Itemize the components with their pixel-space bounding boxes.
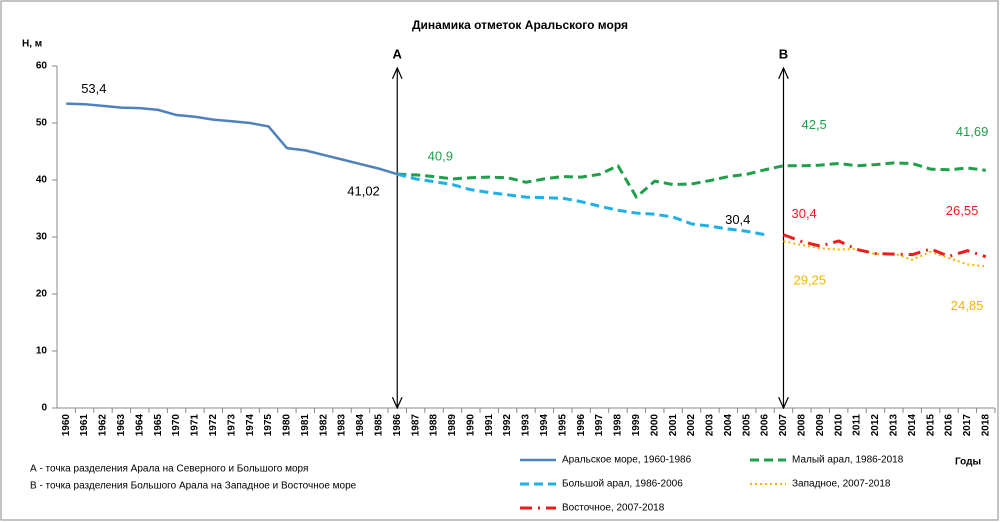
x-axis-label: Годы <box>955 457 981 468</box>
value-label: 40,9 <box>428 148 453 163</box>
x-tick-label: 1974 <box>245 414 256 437</box>
x-tick-label: 2009 <box>815 414 826 437</box>
x-tick-label: 1960 <box>61 414 72 437</box>
legend-label: Западное, 2007-2018 <box>792 479 891 490</box>
x-tick-label: 1997 <box>594 414 605 437</box>
x-tick-label: 1972 <box>208 414 219 437</box>
x-tick-label: 2003 <box>705 414 716 437</box>
x-tick-label: 2016 <box>944 414 955 437</box>
x-tick-label: 2005 <box>741 414 752 437</box>
y-tick-label: 60 <box>36 61 48 72</box>
series-line <box>66 102 398 176</box>
x-tick-label: 2017 <box>962 414 973 437</box>
x-tick-label: 1992 <box>502 414 513 437</box>
x-tick-label: 1975 <box>263 414 274 437</box>
x-tick-label: 1971 <box>190 414 201 437</box>
x-tick-label: 2004 <box>723 414 734 437</box>
x-tick-label: 1988 <box>429 414 440 437</box>
x-tick-label: 2015 <box>925 414 936 437</box>
x-tick-label: 1987 <box>410 414 421 437</box>
y-axis-label: H, м <box>22 39 42 50</box>
value-label: 26,55 <box>946 203 979 218</box>
x-tick-label: 1989 <box>447 414 458 437</box>
x-tick-label: 2008 <box>797 414 808 437</box>
series-line <box>397 161 986 199</box>
y-tick-label: 40 <box>36 175 48 186</box>
value-label: 41,69 <box>956 124 989 139</box>
x-tick-label: 2006 <box>760 414 771 437</box>
x-tick-label: 1963 <box>116 414 127 437</box>
y-tick-label: 50 <box>36 118 48 129</box>
x-tick-label: 1996 <box>576 414 587 437</box>
y-tick-label: 30 <box>36 232 48 243</box>
x-tick-label: 1981 <box>300 414 311 437</box>
x-tick-label: 1982 <box>318 414 329 437</box>
x-tick-label: 2013 <box>888 414 899 437</box>
x-tick-label: 1986 <box>392 414 403 437</box>
divider-label: A <box>393 46 403 61</box>
x-tick-label: 2018 <box>980 414 991 437</box>
x-tick-label: 2000 <box>649 414 660 437</box>
x-tick-label: 1998 <box>613 414 624 437</box>
value-label: 41,02 <box>347 184 380 199</box>
value-label: 30,4 <box>725 212 750 227</box>
x-tick-label: 1983 <box>337 414 348 437</box>
chart-title: Динамика отметок Аральского моря <box>412 18 628 32</box>
x-tick-label: 1970 <box>171 414 182 437</box>
y-tick-label: 20 <box>36 289 48 300</box>
x-tick-label: 1962 <box>98 414 109 437</box>
x-tick-label: 1964 <box>134 414 145 437</box>
value-label: 42,5 <box>801 117 826 132</box>
legend-label: Малый арал, 1986-2018 <box>792 455 904 466</box>
x-tick-label: 2014 <box>907 414 918 437</box>
y-tick-label: 10 <box>36 346 48 357</box>
divider-label: B <box>779 46 788 61</box>
x-tick-label: 2007 <box>778 414 789 437</box>
value-label: 30,4 <box>791 206 816 221</box>
legend-label: Аральское море, 1960-1986 <box>562 455 692 466</box>
x-tick-label: 1990 <box>465 414 476 437</box>
note: А - точка разделения Арала на Северного … <box>30 464 308 475</box>
x-tick-label: 1999 <box>631 414 642 437</box>
x-tick-label: 2001 <box>668 414 679 437</box>
x-tick-label: 1961 <box>79 414 90 437</box>
x-tick-label: 1994 <box>539 414 550 437</box>
legend-label: Восточное, 2007-2018 <box>562 503 665 514</box>
series-line <box>396 172 766 237</box>
y-tick-label: 0 <box>41 403 47 414</box>
x-tick-label: 1984 <box>355 414 366 437</box>
value-label: 53,4 <box>81 81 106 96</box>
value-label: 29,25 <box>793 273 826 288</box>
note: В - точка разделения Большого Арала на З… <box>30 481 357 492</box>
x-tick-label: 1993 <box>521 414 532 437</box>
value-label: 24,85 <box>951 298 984 313</box>
x-tick-label: 1985 <box>374 414 385 437</box>
x-tick-label: 1965 <box>153 414 164 437</box>
x-tick-label: 2002 <box>686 414 697 437</box>
x-tick-label: 1980 <box>282 414 293 437</box>
x-tick-label: 2011 <box>852 414 863 436</box>
x-tick-label: 2012 <box>870 414 881 437</box>
x-tick-label: 1991 <box>484 414 495 437</box>
x-tick-label: 1995 <box>557 414 568 437</box>
x-tick-label: 1973 <box>226 414 237 437</box>
legend-label: Большой арал, 1986-2006 <box>562 479 683 490</box>
series-line <box>782 233 987 259</box>
x-tick-label: 2010 <box>833 414 844 437</box>
